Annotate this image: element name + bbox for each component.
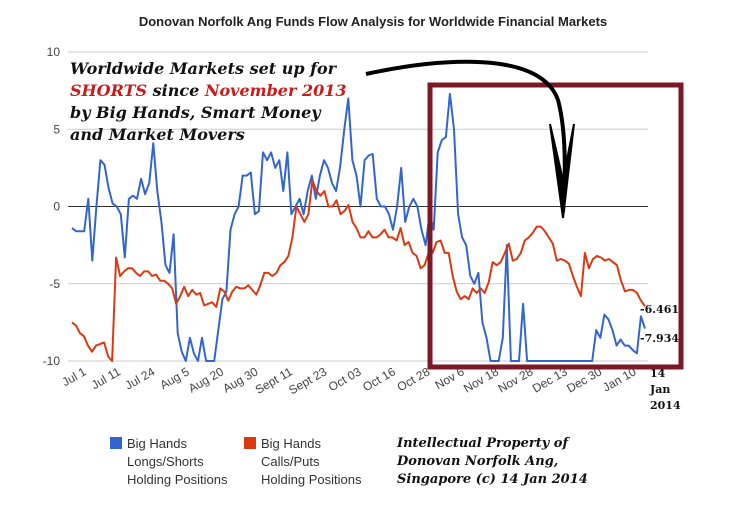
copyright-note: Intellectual Property of Donovan Norfolk…	[396, 436, 588, 487]
y-axis-tick-labels: 10 5 0 -5 -10	[43, 45, 61, 368]
end-date-month: Jan	[649, 383, 670, 396]
chart-title: Donovan Norfolk Ang Funds Flow Analysis …	[139, 14, 607, 29]
legend-label-blue-3: Holding Positions	[127, 472, 228, 487]
y-tick-label: 5	[53, 122, 60, 136]
y-tick-label: 10	[47, 45, 61, 59]
legend-label-blue-2: Longs/Shorts	[127, 454, 204, 469]
annotation-november: November 2013	[204, 81, 347, 100]
x-tick-label: Sept 11	[253, 364, 295, 397]
legend-label-red-3: Holding Positions	[261, 472, 362, 487]
legend-label-blue-1: Big Hands	[127, 436, 187, 451]
end-label-blue: -7.934	[640, 332, 679, 345]
end-date-day: 14	[650, 367, 666, 380]
legend-label-red-2: Calls/Puts	[261, 454, 320, 469]
y-tick-label: 0	[53, 200, 60, 214]
highlight-box	[427, 82, 684, 370]
copyright-line-2: Donovan Norfolk Ang,	[396, 454, 558, 469]
annotation-line-3: by Big Hands, Smart Money	[70, 103, 322, 122]
end-date-label: 14 Jan 2014	[649, 367, 681, 412]
legend: Big Hands Longs/Shorts Holding Positions…	[110, 436, 362, 487]
annotation-line-1: Worldwide Markets set up for	[70, 59, 338, 78]
legend-label-red-1: Big Hands	[261, 436, 321, 451]
series-line-longs-shorts	[71, 92, 646, 362]
y-tick-label: -10	[43, 354, 61, 368]
x-tick-label: Aug 5	[157, 364, 191, 392]
x-tick-label: Aug 30	[220, 364, 260, 395]
copyright-line-1: Intellectual Property of	[396, 436, 570, 451]
series-lines	[71, 92, 646, 362]
x-tick-label: Oct 16	[360, 364, 398, 394]
end-label-red: -6.461	[640, 303, 679, 316]
annotation-text: Worldwide Markets set up for SHORTS sinc…	[70, 59, 346, 144]
x-tick-label: Jul 24	[123, 364, 158, 392]
x-tick-label: Oct 28	[395, 364, 433, 394]
annotation-shorts: SHORTS	[70, 81, 147, 100]
x-tick-label: Oct 03	[326, 364, 364, 394]
annotation-line-4: and Market Movers	[70, 125, 245, 144]
legend-swatch-blue	[110, 437, 122, 449]
legend-swatch-red	[244, 437, 256, 449]
copyright-line-3: Singapore (c) 14 Jan 2014	[397, 472, 588, 487]
x-tick-label: Aug 20	[186, 364, 226, 395]
series-line-calls-puts	[71, 179, 646, 362]
y-tick-label: -5	[49, 277, 60, 291]
annotation-arrow	[365, 59, 575, 219]
x-tick-label: Jul 11	[89, 364, 123, 392]
annotation-since: since	[147, 81, 205, 100]
x-tick-label: Sept 23	[286, 364, 329, 397]
annotation-line-2: SHORTS since November 2013	[70, 81, 346, 100]
end-date-year: 2014	[650, 399, 681, 412]
x-tick-label: Jul 1	[60, 364, 89, 389]
